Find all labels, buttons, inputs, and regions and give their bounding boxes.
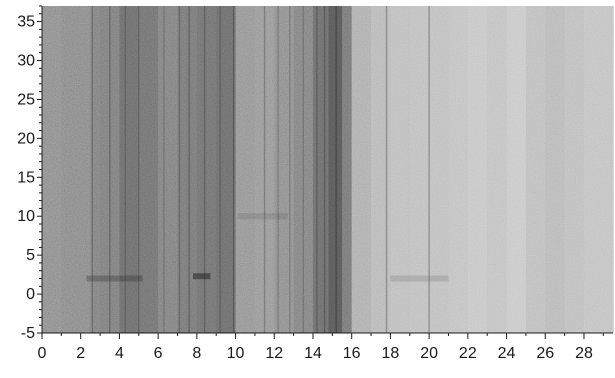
x-tick-label: 4: [115, 345, 124, 362]
horizontal-trace: [237, 213, 288, 220]
x-tick-label: 14: [304, 345, 322, 362]
x-tick-label: 26: [536, 345, 554, 362]
x-tick-label: 10: [227, 345, 245, 362]
x-tick-label: 12: [265, 345, 283, 362]
noise-texture: [42, 6, 613, 333]
horizontal-trace: [86, 275, 143, 282]
x-tick-label: 16: [343, 345, 361, 362]
x-tick-label: 22: [459, 345, 477, 362]
y-tick-label: 30: [17, 53, 35, 70]
x-tick-label: 6: [154, 345, 163, 362]
x-tick-label: 28: [575, 345, 593, 362]
x-tick-label: 24: [498, 345, 516, 362]
y-tick-label: -5: [21, 325, 35, 342]
y-axis: -5 0 5 10 15 20 25 30 35: [17, 5, 43, 342]
y-tick-label: 25: [17, 91, 35, 108]
y-tick-label: 10: [17, 208, 35, 225]
x-tick-label: 18: [382, 345, 400, 362]
y-tick-label: 35: [17, 14, 35, 31]
horizontal-trace: [390, 275, 449, 282]
y-tick-label: 0: [26, 286, 35, 303]
y-tick-label: 15: [17, 169, 35, 186]
x-axis: 0 2 4 6 8 10 12 14 16 18 20 22 24 26 28: [38, 332, 613, 362]
plot-area: [42, 6, 614, 333]
y-tick-label: 20: [17, 130, 35, 147]
x-tick-label: 8: [192, 345, 201, 362]
y-tick-label: 5: [26, 247, 35, 264]
x-tick-label: 2: [76, 345, 85, 362]
horizontal-trace: [192, 273, 211, 280]
x-tick-label: 20: [420, 345, 438, 362]
x-tick-label: 0: [38, 345, 47, 362]
